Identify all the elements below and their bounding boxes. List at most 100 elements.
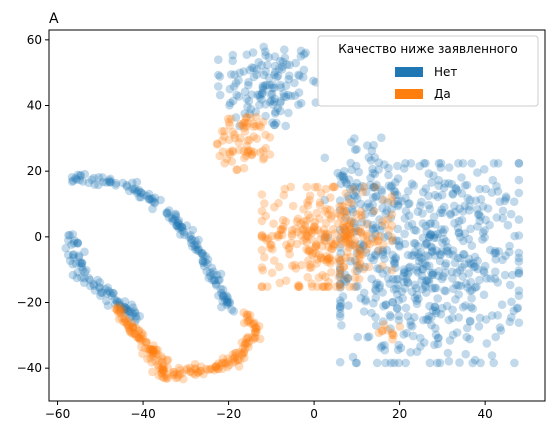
data-point — [459, 303, 468, 312]
data-point — [365, 332, 374, 341]
data-point — [302, 238, 311, 247]
data-point — [352, 162, 361, 171]
data-point — [422, 288, 431, 297]
data-point — [418, 209, 427, 218]
data-point — [371, 153, 380, 162]
data-point — [515, 215, 524, 224]
legend-label-net: Нет — [434, 65, 457, 79]
data-point — [316, 201, 325, 210]
data-point — [76, 176, 85, 185]
data-point — [239, 67, 248, 76]
data-point — [258, 263, 267, 272]
data-point — [360, 307, 369, 316]
data-point — [243, 50, 252, 59]
data-point — [393, 304, 402, 313]
data-point — [295, 88, 304, 97]
data-point — [395, 312, 404, 321]
data-point — [384, 215, 393, 224]
data-point — [285, 61, 294, 70]
data-point — [506, 281, 515, 290]
data-point — [278, 65, 287, 74]
y-tick-label: 40 — [27, 99, 42, 113]
x-tick-label: 40 — [477, 407, 492, 421]
data-point — [310, 222, 319, 231]
data-point — [284, 109, 293, 118]
data-point — [234, 76, 243, 85]
data-point — [436, 359, 445, 368]
data-point — [242, 335, 251, 344]
data-point — [467, 303, 476, 312]
data-point — [125, 187, 134, 196]
data-point — [360, 289, 369, 298]
data-point — [453, 328, 462, 337]
data-point — [455, 229, 464, 238]
data-point — [335, 273, 344, 282]
data-point — [337, 321, 346, 330]
data-point — [435, 159, 444, 168]
legend: Качество ниже заявленного Нет Да — [318, 36, 538, 106]
data-point — [373, 359, 382, 368]
data-point — [380, 196, 389, 205]
data-point — [350, 282, 359, 291]
data-point — [250, 64, 259, 73]
data-point — [486, 274, 495, 283]
data-point — [445, 316, 454, 325]
data-point — [411, 281, 420, 290]
data-point — [388, 266, 397, 275]
data-point — [455, 217, 464, 226]
data-point — [475, 322, 484, 331]
data-point — [332, 282, 341, 291]
data-point — [243, 102, 252, 111]
data-point — [401, 214, 410, 223]
data-point — [242, 122, 251, 131]
data-point — [68, 177, 77, 186]
data-point — [229, 128, 238, 137]
data-point — [299, 73, 308, 82]
y-tick-label: 20 — [27, 164, 42, 178]
legend-label-da: Да — [434, 87, 451, 101]
data-point — [422, 276, 431, 285]
data-point — [507, 298, 516, 307]
data-point — [416, 334, 425, 343]
data-point — [499, 207, 508, 216]
data-point — [445, 163, 454, 172]
data-point — [408, 220, 417, 229]
data-point — [98, 288, 107, 297]
data-point — [303, 273, 312, 282]
data-point — [342, 189, 351, 198]
data-point — [408, 179, 417, 188]
data-point — [300, 66, 309, 75]
data-point — [191, 360, 200, 369]
data-point — [174, 371, 183, 380]
data-point — [324, 278, 333, 287]
data-point — [438, 191, 447, 200]
data-point — [72, 259, 81, 268]
data-point — [432, 284, 441, 293]
data-point — [86, 282, 95, 291]
data-point — [271, 109, 280, 118]
data-point — [343, 274, 352, 283]
data-point — [234, 138, 243, 147]
data-point — [426, 205, 435, 214]
data-point — [303, 183, 312, 192]
data-point — [304, 211, 313, 220]
data-point — [300, 50, 309, 59]
data-point — [481, 185, 490, 194]
data-point — [454, 290, 463, 299]
data-point — [281, 122, 290, 131]
data-point — [419, 219, 428, 228]
data-point — [501, 197, 510, 206]
data-point — [74, 239, 83, 248]
data-point — [306, 260, 315, 269]
data-point — [354, 250, 363, 259]
data-point — [270, 121, 279, 130]
data-point — [427, 321, 436, 330]
data-point — [252, 325, 261, 334]
data-point — [418, 258, 427, 267]
data-point — [401, 194, 410, 203]
data-point — [329, 225, 338, 234]
data-point — [294, 100, 303, 109]
data-point — [291, 224, 300, 233]
data-point — [421, 159, 430, 168]
